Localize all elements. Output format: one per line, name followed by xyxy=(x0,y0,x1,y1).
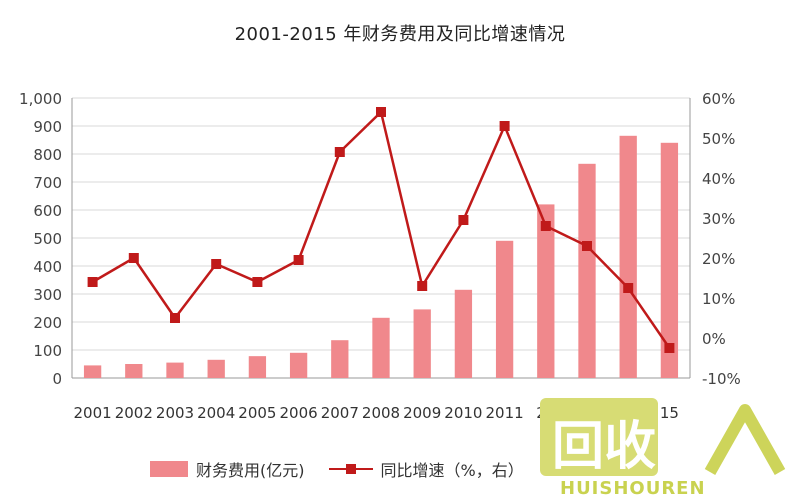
x-tick-label: 2005 xyxy=(238,404,276,422)
y-right-tick-label: 10% xyxy=(702,290,735,308)
line-point xyxy=(170,313,180,323)
y-right-tick-label: 0% xyxy=(702,330,726,348)
line-point xyxy=(87,277,98,287)
legend-line-swatch xyxy=(328,461,373,477)
x-tick-label: 2004 xyxy=(197,404,235,422)
y-right-tick-label: 30% xyxy=(702,210,735,228)
watermark-logo-icon xyxy=(704,404,786,475)
chart-legend: 财务费用(亿元) 同比增速（%，右） xyxy=(150,455,670,483)
bar xyxy=(166,362,184,378)
bar xyxy=(289,352,308,378)
watermark: 回收 HUISHOUREN xyxy=(540,398,800,500)
bar xyxy=(660,142,679,378)
legend-bar-swatch xyxy=(150,461,188,477)
y-right-tick-label: 40% xyxy=(702,170,735,188)
y-left-tick-label: 900 xyxy=(33,118,62,136)
bar xyxy=(454,289,473,378)
x-tick-label: 2006 xyxy=(280,404,318,422)
line-point xyxy=(334,147,345,157)
bar xyxy=(125,364,143,378)
legend-item-line: 同比增速（%，右） xyxy=(328,457,524,481)
watermark-box: 回收 xyxy=(540,398,658,477)
bar xyxy=(619,135,637,378)
y-right-tick-label: 50% xyxy=(702,130,735,148)
line-point xyxy=(458,215,469,225)
y-left-tick-label: 400 xyxy=(33,258,62,276)
bar xyxy=(578,163,596,378)
y-left-tick-label: 600 xyxy=(33,202,62,220)
line-point xyxy=(293,255,304,265)
line-point xyxy=(252,277,263,287)
x-tick-label: 2007 xyxy=(321,404,359,422)
line-point xyxy=(128,253,139,263)
y-left-tick-label: 200 xyxy=(33,314,62,332)
bar xyxy=(331,340,349,378)
legend-line-label: 同比增速（%，右） xyxy=(380,461,524,480)
bar xyxy=(248,356,267,378)
x-tick-label: 2001 xyxy=(74,404,112,422)
watermark-en-text: HUISHOUREN xyxy=(560,478,706,499)
y-left-tick-label: 700 xyxy=(33,174,62,192)
x-tick-label: 2002 xyxy=(115,404,153,422)
y-right-tick-label: 20% xyxy=(702,250,735,268)
line-point xyxy=(623,283,634,293)
x-tick-label: 15 xyxy=(660,404,679,422)
line-point xyxy=(664,343,675,353)
bar xyxy=(495,240,514,378)
y-left-tick-label: 0 xyxy=(52,370,62,388)
x-tick-label: 2008 xyxy=(362,404,400,422)
x-tick-label: 2011 xyxy=(486,404,524,422)
x-tick-label: 2003 xyxy=(156,404,194,422)
bar xyxy=(537,204,555,378)
line-point xyxy=(211,259,222,269)
y-left-tick-label: 300 xyxy=(33,286,62,304)
legend-item-bar: 财务费用(亿元) xyxy=(150,457,305,481)
bar xyxy=(207,359,225,378)
line-point xyxy=(540,221,551,231)
y-right-tick-label: -10% xyxy=(702,370,741,388)
watermark-cn-text: 回收 xyxy=(552,417,657,477)
y-left-tick-label: 1,000 xyxy=(19,90,62,108)
y-left-tick-label: 100 xyxy=(33,342,62,360)
line-point xyxy=(582,241,592,251)
y-right-tick-label: 60% xyxy=(702,90,735,108)
chart-title: 2001-2015 年财务费用及同比增速情况 xyxy=(234,24,566,45)
legend-bar-label: 财务费用(亿元) xyxy=(196,461,305,480)
line-point xyxy=(499,121,510,131)
x-tick-label: 2010 xyxy=(444,404,482,422)
bar xyxy=(372,317,390,378)
x-tick-label: 2009 xyxy=(403,404,441,422)
y-left-tick-label: 800 xyxy=(33,146,62,164)
bar xyxy=(413,309,431,378)
bar xyxy=(83,365,102,378)
line-point xyxy=(417,281,428,291)
y-left-tick-label: 500 xyxy=(33,230,62,248)
line-point xyxy=(376,107,386,117)
